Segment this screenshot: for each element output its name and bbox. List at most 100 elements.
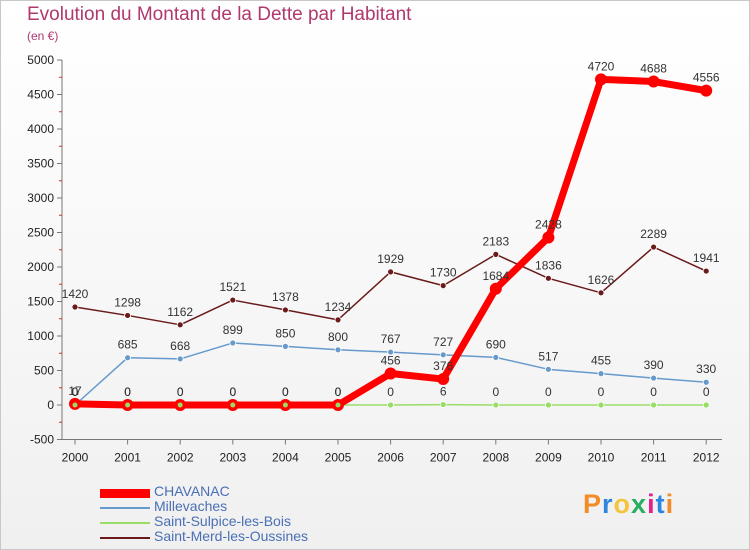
data-point-saint-merd-les-oussines — [387, 268, 395, 276]
y-tick-label: 5000 — [27, 53, 54, 67]
data-label-saint-merd-les-oussines: 2183 — [482, 234, 509, 248]
logo-letter: x — [631, 489, 648, 519]
y-tick-label: -500 — [30, 433, 54, 447]
data-label-saint-merd-les-oussines: 1836 — [535, 258, 562, 272]
data-label-chavanac: 0 — [229, 385, 236, 399]
data-point-saint-merd-les-oussines — [176, 321, 184, 329]
data-point-chavanac — [647, 75, 660, 88]
x-tick-label: 2004 — [272, 451, 299, 465]
data-label-saint-merd-les-oussines: 2289 — [640, 227, 667, 241]
data-label-millevaches: 690 — [486, 337, 506, 351]
logo-letter: P — [583, 489, 603, 519]
x-tick-label: 2007 — [430, 451, 457, 465]
y-tick-label: 3500 — [27, 157, 54, 171]
data-label-chavanac: 0 — [282, 385, 289, 399]
data-label-saint-merd-les-oussines: 1929 — [377, 252, 404, 266]
data-label-millevaches: 668 — [170, 339, 190, 353]
y-tick-label: 4000 — [27, 122, 54, 136]
x-tick-label: 2011 — [641, 451, 667, 465]
data-label-saint-sulpice-les-bois: 0 — [598, 385, 605, 399]
data-label-millevaches: 800 — [328, 330, 348, 344]
data-point-millevaches — [176, 355, 184, 363]
data-label-chavanac: 0 — [335, 385, 342, 399]
chart-title: Evolution du Montant de la Dette par Hab… — [27, 4, 412, 25]
data-point-overlay-saint-sulpice-les-bois — [335, 402, 341, 408]
logo-letter: t — [655, 489, 666, 519]
data-label-millevaches: 517 — [538, 349, 558, 363]
logo-letter: i — [647, 489, 656, 519]
data-label-saint-merd-les-oussines: 1626 — [588, 273, 615, 287]
x-tick-label: 2012 — [693, 451, 720, 465]
data-point-millevaches — [229, 339, 237, 347]
data-point-saint-merd-les-oussines — [229, 296, 237, 304]
x-tick-label: 2008 — [482, 451, 509, 465]
legend-swatch — [100, 522, 150, 524]
x-tick-label: 2009 — [535, 451, 562, 465]
data-label-saint-merd-les-oussines: 1941 — [693, 251, 720, 265]
data-point-millevaches — [124, 354, 131, 362]
logo-letter: i — [665, 489, 675, 519]
y-tick-label: 4500 — [27, 88, 54, 102]
data-point-saint-merd-les-oussines — [597, 289, 605, 297]
data-label-chavanac: 4720 — [588, 59, 615, 73]
data-point-overlay-saint-sulpice-les-bois — [703, 402, 709, 408]
y-tick-label: 2000 — [27, 260, 54, 274]
data-label-saint-merd-les-oussines: 1234 — [325, 300, 352, 314]
x-tick-label: 2001 — [114, 451, 141, 465]
data-label-millevaches: 767 — [381, 332, 401, 346]
data-point-millevaches — [702, 378, 710, 386]
data-label-saint-sulpice-les-bois: 0 — [282, 385, 289, 399]
data-point-saint-merd-les-oussines — [492, 250, 500, 258]
data-point-overlay-saint-sulpice-les-bois — [177, 402, 183, 408]
data-label-saint-merd-les-oussines: 1162 — [167, 305, 193, 319]
data-label-saint-sulpice-les-bois: 0 — [650, 385, 657, 399]
data-label-saint-sulpice-les-bois: 0 — [72, 385, 79, 399]
data-label-saint-merd-les-oussines: 1298 — [114, 295, 141, 309]
logo-letter: r — [602, 489, 614, 519]
data-point-millevaches — [281, 342, 289, 350]
data-label-chavanac: 0 — [124, 385, 131, 399]
data-label-millevaches: 727 — [433, 335, 453, 349]
x-tick-label: 2000 — [62, 451, 89, 465]
x-tick-label: 2010 — [588, 451, 615, 465]
data-point-overlay-saint-sulpice-les-bois — [388, 402, 394, 408]
data-point-chavanac — [489, 282, 502, 295]
data-point-saint-merd-les-oussines — [281, 306, 289, 314]
data-point-overlay-saint-sulpice-les-bois — [598, 402, 604, 408]
data-point-overlay-saint-sulpice-les-bois — [72, 402, 78, 408]
data-label-chavanac: 17 — [68, 384, 82, 398]
data-label-millevaches: 850 — [275, 326, 295, 340]
data-label-chavanac: 4556 — [693, 71, 720, 85]
data-label-millevaches: 0 — [72, 385, 79, 399]
data-label-chavanac: 0 — [177, 385, 184, 399]
legend-label: Millevaches — [154, 498, 228, 514]
data-label-saint-merd-les-oussines: 1521 — [219, 280, 246, 294]
data-point-chavanac — [595, 73, 607, 86]
data-label-millevaches: 455 — [591, 354, 611, 368]
data-point-overlay-saint-sulpice-les-bois — [440, 402, 446, 408]
data-point-chavanac — [384, 367, 397, 380]
data-point-millevaches — [545, 365, 552, 373]
proxiti-logo: Proxiti — [583, 489, 674, 520]
y-tick-label: 1500 — [27, 295, 54, 309]
data-point-millevaches — [597, 370, 605, 378]
data-label-chavanac: 2428 — [535, 217, 562, 231]
data-label-saint-sulpice-les-bois: 0 — [545, 385, 552, 399]
data-label-saint-sulpice-les-bois: 0 — [124, 385, 131, 399]
data-label-saint-merd-les-oussines: 1420 — [62, 287, 89, 301]
legend-label: Saint-Sulpice-les-Bois — [154, 513, 291, 529]
data-label-saint-sulpice-les-bois: 0 — [335, 385, 342, 399]
data-label-millevaches: 685 — [118, 338, 138, 352]
data-point-saint-merd-les-oussines — [650, 243, 657, 251]
data-label-saint-sulpice-les-bois: 6 — [440, 385, 447, 399]
data-point-chavanac — [700, 84, 713, 97]
data-point-chavanac — [437, 373, 450, 386]
data-point-overlay-saint-sulpice-les-bois — [493, 402, 499, 408]
logo-letter: o — [613, 489, 632, 519]
data-label-chavanac: 4688 — [640, 62, 667, 76]
x-tick-label: 2003 — [219, 451, 246, 465]
x-tick-label: 2005 — [325, 451, 352, 465]
data-label-millevaches: 330 — [696, 362, 716, 376]
